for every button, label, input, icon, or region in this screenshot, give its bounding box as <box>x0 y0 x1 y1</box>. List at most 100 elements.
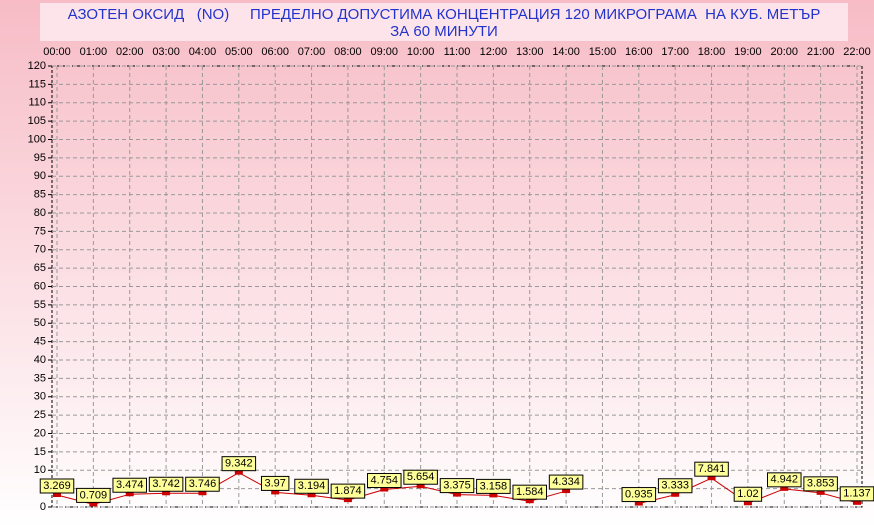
y-tick-label: 100 <box>28 133 46 145</box>
chart-subtitle: ЗА 60 МИНУТИ <box>390 23 498 40</box>
x-tick-label: 07:00 <box>298 46 326 58</box>
value-label: 3.742 <box>152 478 180 490</box>
data-point <box>816 490 825 495</box>
x-tick-label: 09:00 <box>371 46 399 58</box>
y-tick-label: 50 <box>34 317 46 329</box>
value-label-box <box>803 476 838 492</box>
x-tick-label: 02:00 <box>116 46 144 58</box>
data-point <box>343 498 352 503</box>
value-label: 4.334 <box>552 476 580 488</box>
value-label-box <box>403 469 438 485</box>
x-tick-label: 06:00 <box>261 46 289 58</box>
chart-title: АЗОТЕН ОКСИД (NO) ПРЕДЕЛНО ДОПУСТИМА КОН… <box>68 6 821 23</box>
value-label: 0.935 <box>625 488 653 500</box>
value-label-box <box>733 486 763 502</box>
y-tick-label: 65 <box>34 262 46 274</box>
value-label: 1.874 <box>334 485 362 497</box>
y-tick-label: 95 <box>34 152 46 164</box>
y-tick-label: 30 <box>34 391 46 403</box>
value-label-box <box>439 478 475 494</box>
value-label: 7.841 <box>698 463 726 475</box>
value-label: 0.709 <box>80 489 108 501</box>
value-label-box <box>367 473 402 489</box>
data-point <box>671 492 680 497</box>
x-tick-label: 04:00 <box>189 46 217 58</box>
y-tick-label: 115 <box>28 78 46 90</box>
value-label: 9.342 <box>225 458 253 470</box>
value-label: 3.375 <box>443 480 471 492</box>
y-tick-label: 60 <box>34 280 46 292</box>
value-label-box <box>621 487 657 503</box>
value-label-box <box>260 475 290 491</box>
data-point <box>525 499 534 504</box>
data-point <box>453 492 461 497</box>
y-tick-label: 0 <box>40 501 46 513</box>
value-label: 3.474 <box>116 479 144 491</box>
value-label-box <box>39 478 75 494</box>
y-tick-label: 35 <box>34 372 46 384</box>
y-tick-label: 15 <box>34 446 46 458</box>
x-tick-label: 11:00 <box>444 46 471 58</box>
y-tick-label: 105 <box>28 115 46 127</box>
y-tick-label: 10 <box>34 464 46 476</box>
data-point <box>271 490 280 495</box>
x-tick-label: 08:00 <box>334 46 362 58</box>
data-point <box>562 489 571 494</box>
data-point <box>234 470 243 475</box>
x-tick-label: 03:00 <box>152 46 180 58</box>
y-tick-label: 80 <box>34 207 46 219</box>
value-label-box <box>294 478 329 494</box>
y-tick-label: 70 <box>34 244 46 256</box>
data-point <box>780 486 789 491</box>
value-label-box <box>548 474 584 490</box>
value-label: 3.333 <box>661 480 689 492</box>
value-label-box <box>221 456 257 472</box>
x-tick-label: 13:00 <box>516 46 544 58</box>
y-tick-label: 120 <box>28 60 46 72</box>
data-point <box>743 501 752 506</box>
value-label: 3.97 <box>264 477 285 489</box>
y-tick-label: 40 <box>34 354 46 366</box>
value-label-box <box>112 477 147 493</box>
value-label-box <box>476 478 511 494</box>
data-point <box>416 484 425 489</box>
y-tick-label: 85 <box>34 189 46 201</box>
x-tick-label: 00:00 <box>43 46 71 58</box>
title-box <box>40 3 848 41</box>
value-label: 3.853 <box>807 478 835 490</box>
value-label: 3.158 <box>480 480 508 492</box>
value-label: 1.02 <box>737 488 758 500</box>
x-tick-label: 19:00 <box>734 46 762 58</box>
value-label-box <box>657 478 693 494</box>
y-tick-label: 90 <box>34 170 46 182</box>
x-tick-label: 14:00 <box>552 46 580 58</box>
y-tick-label: 110 <box>28 97 46 109</box>
value-label: 3.194 <box>298 480 326 492</box>
x-tick-label: 12:00 <box>480 46 508 58</box>
x-tick-label: 17:00 <box>661 46 689 58</box>
x-tick-label: 21:00 <box>807 46 835 58</box>
data-point <box>634 501 643 506</box>
x-tick-label: 22:00 <box>843 46 871 58</box>
y-tick-label: 45 <box>34 336 46 348</box>
data-point <box>53 492 61 497</box>
data-point <box>89 502 98 507</box>
value-label-box <box>148 476 184 492</box>
value-label-box <box>330 483 366 499</box>
y-tick-label: 75 <box>34 225 46 237</box>
y-tick-label: 55 <box>34 299 46 311</box>
data-point <box>380 487 389 492</box>
value-label-box <box>767 472 802 488</box>
value-label: 1.137 <box>843 488 871 500</box>
x-tick-label: 16:00 <box>625 46 653 58</box>
data-point <box>162 491 171 496</box>
x-tick-label: 20:00 <box>771 46 799 58</box>
value-label-box <box>76 487 111 503</box>
data-point <box>853 500 861 505</box>
x-tick-label: 15:00 <box>589 46 617 58</box>
x-tick-label: 10:00 <box>407 46 435 58</box>
value-label: 1.584 <box>516 486 544 498</box>
value-label: 5.654 <box>407 471 435 483</box>
data-point <box>707 476 716 481</box>
